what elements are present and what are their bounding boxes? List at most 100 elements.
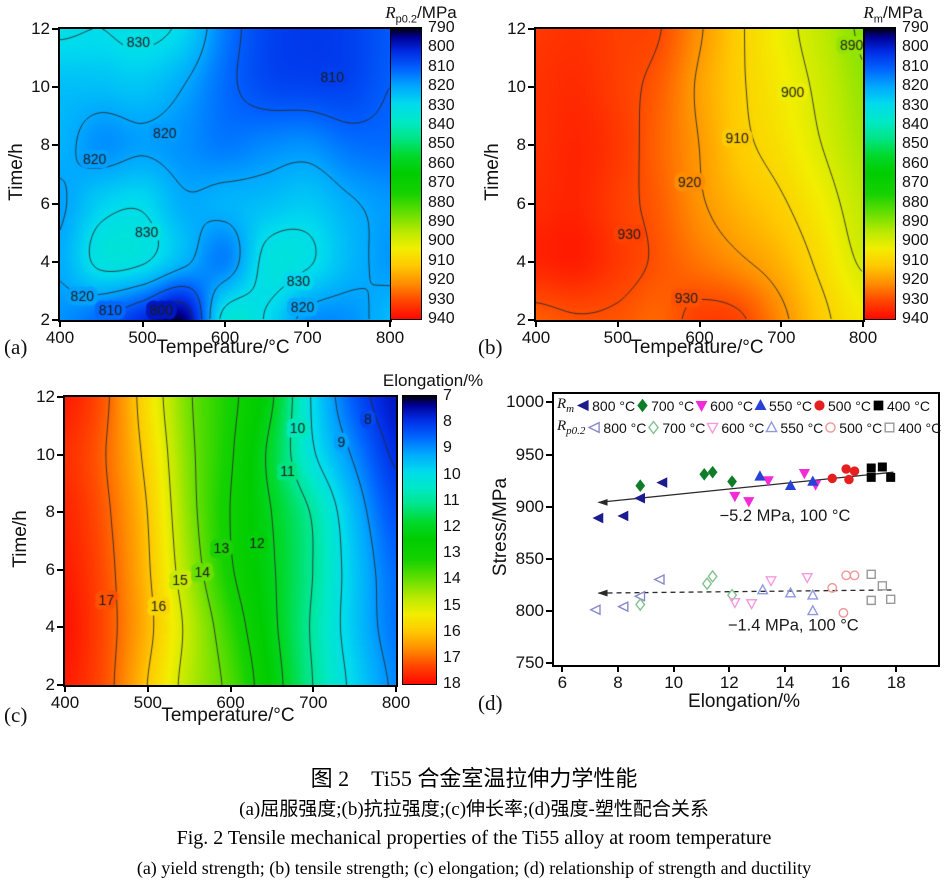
legend-marker-tri-left <box>587 421 601 434</box>
legend-entry: 700 °C <box>646 420 705 436</box>
scatter-marker-Rm-circle <box>827 473 838 484</box>
legend-entry-label: 500 °C <box>828 397 871 414</box>
colorbar-tick-label: 820 <box>428 77 455 95</box>
x-tick-mark <box>616 321 619 327</box>
x-tick-mark <box>64 686 66 692</box>
scatter-marker-Rm-tri-down <box>743 497 755 508</box>
colorbar-tick-label: 850 <box>428 135 455 153</box>
scatter-marker-Rp02-square <box>866 595 876 606</box>
scatter-marker-Rp02-tri-up <box>806 588 819 600</box>
panel-a-xtitle: Temperature/°C <box>156 337 290 358</box>
legend-entry: 400 °C <box>871 398 930 414</box>
scatter-marker-Rm-tri-down <box>762 476 774 487</box>
colorbar-canvas-b <box>865 28 895 319</box>
scatter-svg: −5.2 MPa, 100 °C −1.4 MPa, 100 °C <box>589 462 896 635</box>
x-tick-label: 6 <box>557 673 568 692</box>
scatter-marker-Rm-diamond <box>727 475 737 488</box>
legend-series-symbol: Rp0.2 <box>557 418 586 437</box>
y-tick-mark <box>57 684 63 686</box>
legend-entry-label: 500 °C <box>839 419 883 436</box>
colorbar-unit: /MPa <box>882 3 923 22</box>
colorbar-tick-label: 12 <box>443 517 461 535</box>
y-tick-label: 10 <box>507 77 526 97</box>
legend-marker-square <box>873 400 884 411</box>
x-tick-mark <box>728 666 731 672</box>
y-tick-label: 2 <box>45 675 55 694</box>
colorbar-canvas-c <box>403 396 436 684</box>
colorbar-tick-label: 8 <box>443 413 452 431</box>
legend-marker-icon <box>765 420 779 433</box>
legend-entry: 800 °C <box>576 398 635 414</box>
legend-marker-icon <box>695 400 708 412</box>
y-tick-label: 4 <box>516 251 526 271</box>
scatter-marker-Rm-circle <box>849 466 860 476</box>
colorbar-subscript: m <box>873 13 883 26</box>
x-tick-label: 600 <box>210 328 240 347</box>
scatter-marker-Rm-tri-left <box>617 510 629 522</box>
colorbar-tick-label: 940 <box>428 310 455 327</box>
colorbar-tick-label: 7 <box>443 387 452 404</box>
x-tick-label: 800 <box>381 693 411 712</box>
scatter-marker-Rm-tri-up <box>754 470 766 481</box>
y-tick-mark <box>528 144 534 147</box>
scatter-marker-Rp02-circle <box>849 570 860 581</box>
trend-annotation: −5.2 MPa, 100 °C <box>720 507 851 525</box>
legend-marker-icon <box>577 399 589 412</box>
x-tick-mark <box>146 686 149 692</box>
trend-line-dashed <box>598 589 894 594</box>
panel-d-xtitle: Elongation/% <box>688 691 800 712</box>
colorbar-tick-label: 18 <box>443 675 461 692</box>
colorbar-tick-label: 17 <box>443 648 461 666</box>
legend-marker-tri-left <box>577 399 589 412</box>
legend-entry-label: 400 °C <box>886 397 930 414</box>
y-tick-mark <box>546 401 552 404</box>
x-tick-mark <box>698 321 701 327</box>
legend-entry: 800 °C <box>587 420 646 436</box>
y-tick-label: 850 <box>515 548 544 568</box>
colorbar-tick-label: 910 <box>428 251 455 269</box>
scatter-marker-Rm-tri-up <box>807 475 819 486</box>
legend-marker-tri-down <box>706 422 720 435</box>
y-tick-mark <box>57 568 63 571</box>
y-tick-label: 800 <box>515 600 544 620</box>
x-tick-label: 14 <box>775 673 795 692</box>
scatter-marker-Rp02-circle <box>827 582 838 593</box>
panel-b-xtitle: Temperature/°C <box>630 337 764 358</box>
x-tick-mark <box>229 686 232 692</box>
panel-c-colorbar-title: Elongation/% <box>368 371 498 393</box>
x-tick-label: 8 <box>613 673 623 692</box>
panel-a-colorbar: 790 800 810 820 830 840 850 860 870 880 890 900 910 9… <box>390 19 455 327</box>
x-tick-label: 700 <box>767 328 796 347</box>
trend-line-solid <box>598 471 894 504</box>
y-tick-label: 6 <box>516 193 526 213</box>
legend-marker-diamond <box>637 398 648 413</box>
x-tick-label: 800 <box>375 328 405 347</box>
colorbar-subscript: p0.2 <box>395 13 418 26</box>
colorbar-tick-label: 890 <box>902 213 929 230</box>
x-tick-label: 500 <box>128 328 157 347</box>
y-tick-label: 8 <box>40 135 50 155</box>
scatter-marker-Rm-tri-up <box>784 479 797 490</box>
scatter-marker-Rm-tri-left <box>656 477 668 488</box>
legend-entry: 600 °C <box>694 398 753 414</box>
heatmap-canvas-b <box>536 29 863 320</box>
panel-b-colorbar-title: Rm/MPa <box>828 3 948 25</box>
y-tick-mark <box>52 202 58 205</box>
colorbar-tick-label: 930 <box>428 290 455 308</box>
y-tick-label: 10 <box>36 444 55 464</box>
legend-entry-label: 800 °C <box>603 419 647 436</box>
legend-entry-label: 550 °C <box>780 419 824 436</box>
y-tick-mark <box>57 396 63 398</box>
scatter-marker-Rp02-tri-down <box>745 599 758 610</box>
legend-entry-label: 700 °C <box>662 419 706 436</box>
x-tick-mark <box>780 321 783 327</box>
panel-a-ytitle: Time/h <box>6 143 27 201</box>
y-tick-mark <box>57 453 63 456</box>
colorbar-unit: Elongation/% <box>382 371 484 390</box>
trend-annotation: −1.4 MPa, 100 °C <box>728 617 859 635</box>
x-tick-mark <box>617 666 619 672</box>
legend-marker-tri-up <box>765 420 779 433</box>
scatter-marker-Rm-square <box>877 462 887 472</box>
y-tick-mark <box>528 260 534 263</box>
y-tick-mark <box>57 511 63 514</box>
